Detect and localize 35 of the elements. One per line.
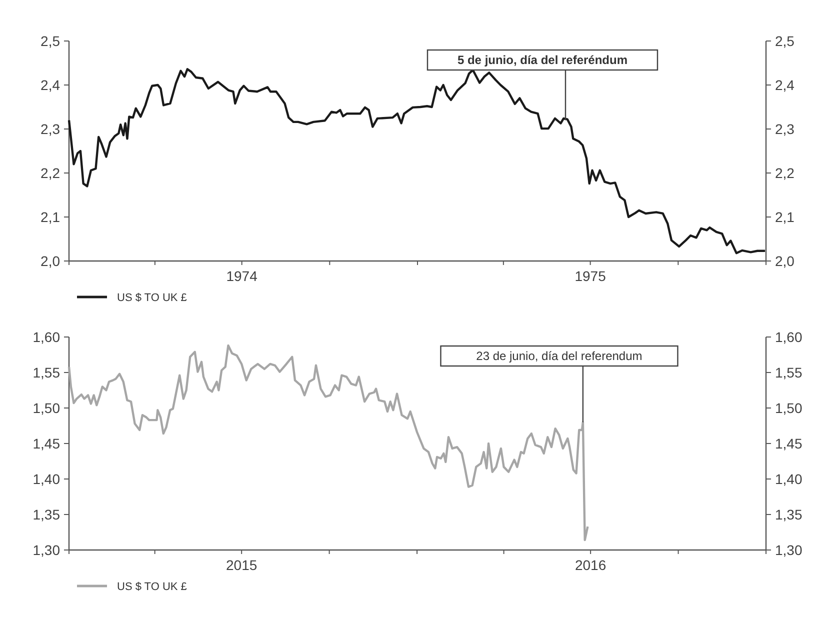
y-tick-label: 1,55 [32, 364, 60, 380]
y-tick-label: 1,45 [32, 435, 60, 452]
legend-label: US $ TO UK £ [117, 580, 187, 593]
annotation: 23 de junio, día del referendum [476, 349, 642, 364]
x-tick-label: 1974 [226, 268, 258, 284]
y2-tick-label: 2,1 [775, 208, 795, 225]
y2-tick-label: 1,55 [775, 364, 802, 380]
x-tick-label: 2016 [574, 557, 606, 573]
y-tick-label: 2,1 [40, 208, 60, 225]
x-tick-label: 1975 [574, 268, 606, 284]
y2-tick-label: 2,4 [775, 76, 795, 93]
y2-tick-label: 2,5 [775, 32, 795, 49]
line-series [68, 68, 766, 254]
y2-tick-label: 1,40 [775, 470, 802, 487]
y-tick-label: 2,5 [40, 32, 60, 49]
y2-tick-label: 1,45 [775, 435, 802, 452]
y-tick-label: 1,60 [32, 328, 60, 345]
y-tick-label: 2,2 [40, 164, 60, 181]
y2-tick-label: 2,2 [775, 164, 795, 181]
y-tick-label: 2,3 [40, 120, 60, 137]
y2-tick-label: 2,3 [775, 120, 795, 137]
y2-tick-label: 1,60 [775, 328, 802, 345]
annotation: 5 de junio, día del referéndum [457, 53, 628, 68]
y-tick-label: 2,0 [40, 252, 60, 269]
y2-tick-label: 1,50 [775, 400, 802, 416]
y2-tick-label: 1,30 [775, 542, 802, 558]
y-tick-label: 2,4 [40, 76, 60, 93]
legend-label: US $ TO UK £ [117, 292, 187, 304]
y-tick-label: 1,30 [32, 542, 60, 558]
y-tick-label: 1,35 [32, 506, 60, 522]
y2-tick-label: 2,0 [775, 252, 795, 269]
x-tick-label: 2015 [226, 557, 258, 573]
y-tick-label: 1,40 [32, 470, 60, 487]
y-tick-label: 1,50 [32, 400, 60, 416]
y2-tick-label: 1,35 [775, 506, 802, 522]
